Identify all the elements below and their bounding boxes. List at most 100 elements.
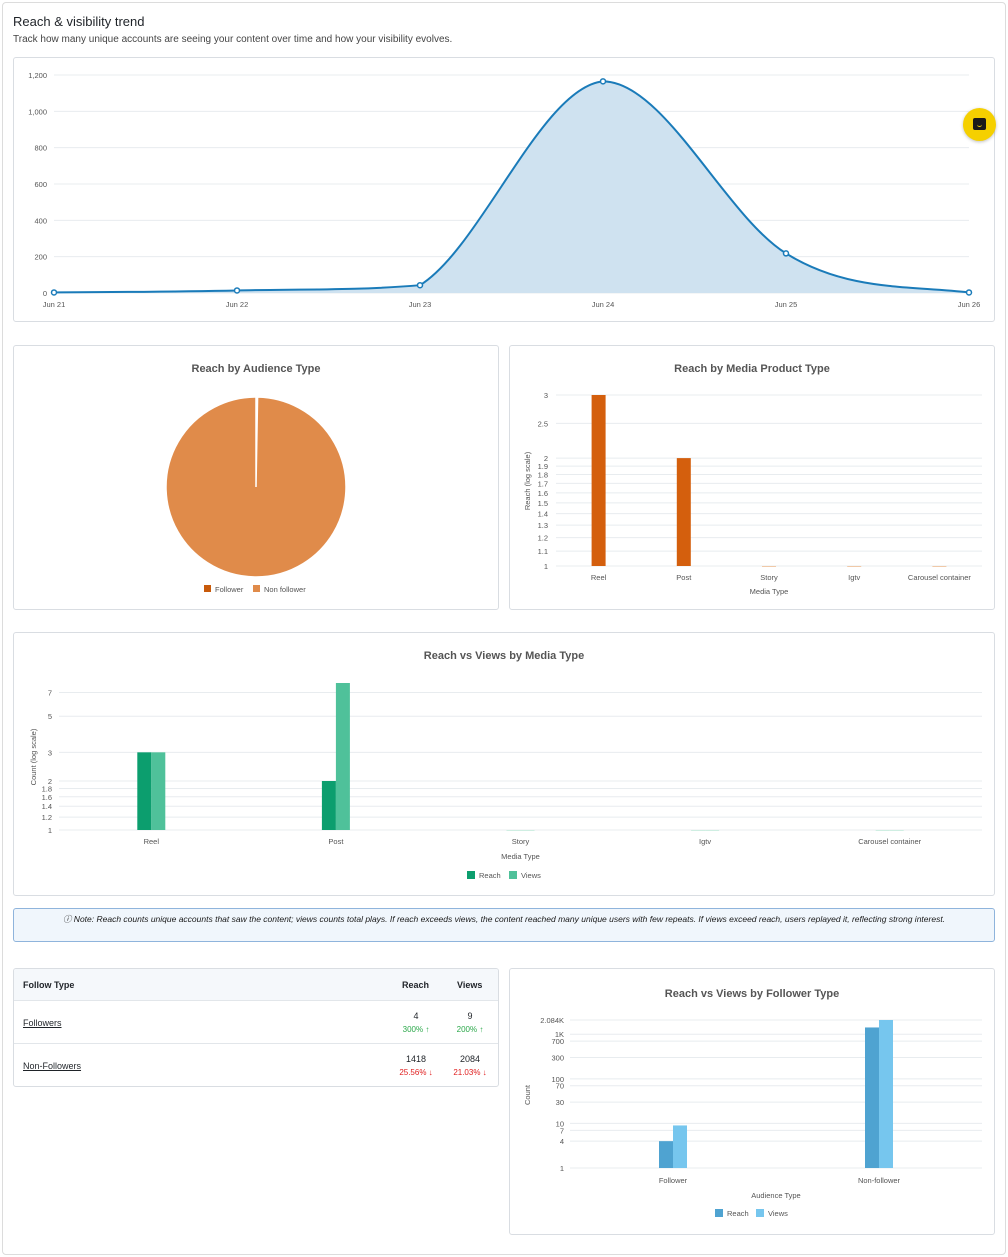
legend-label-reach: Reach bbox=[727, 1209, 749, 1218]
reach-views-chart[interactable]: Reach vs Views by Media Type75321.81.61.… bbox=[14, 633, 994, 895]
bar-non-follower-views bbox=[879, 1020, 893, 1168]
y-tick-label: 7 bbox=[48, 688, 52, 697]
y-tick-label: 1,200 bbox=[28, 71, 47, 80]
legend-label-non-follower: Non follower bbox=[264, 585, 306, 594]
trend-area-fill bbox=[54, 81, 969, 293]
data-point-jun-25 bbox=[782, 250, 790, 257]
page-title: Reach & visibility trend bbox=[13, 14, 145, 29]
bar-follower-reach bbox=[659, 1141, 673, 1168]
y-tick-label: 1.5 bbox=[538, 499, 548, 508]
non-followers-views-change: 21.03% ↓ bbox=[453, 1068, 487, 1077]
followers-reach-value: 4 bbox=[413, 1011, 419, 1021]
x-tick-label: Carousel container bbox=[858, 837, 921, 846]
trend-chart-card: 1,200 1,000 800 600 400 200 0 Jun 21 Jun 22 Jun 2… bbox=[13, 57, 995, 322]
y-tick-label: 1.2 bbox=[538, 534, 548, 543]
bar-reel-views bbox=[151, 752, 166, 830]
follower-type-chart[interactable]: Reach vs Views by Follower Type2.084K1K7… bbox=[510, 969, 994, 1234]
x-axis-label: Media Type bbox=[750, 587, 789, 596]
data-point-jun-22 bbox=[233, 287, 241, 294]
header-follow-type: Follow Type bbox=[23, 980, 75, 990]
trend-chart[interactable]: 1,200 1,000 800 600 400 200 0 Jun 21 Jun 22 Jun 2… bbox=[14, 58, 994, 321]
y-tick-label: 1 bbox=[544, 562, 548, 571]
row-label-followers[interactable]: Followers bbox=[23, 1018, 62, 1028]
legend-swatch-views bbox=[509, 871, 517, 879]
legend-label-follower: Follower bbox=[215, 585, 244, 594]
pie-slice-non-follower bbox=[165, 396, 347, 578]
x-tick-label: Non-follower bbox=[858, 1176, 901, 1185]
media-product-card: Reach by Media Product Type 3 2.5 2 1.9 1.8 1.… bbox=[509, 345, 995, 610]
bar-non-follower-reach bbox=[865, 1027, 879, 1168]
bar-carousel-container-reach bbox=[875, 830, 890, 831]
x-tick-label: Jun 24 bbox=[592, 300, 615, 309]
y-tick-label: 2 bbox=[544, 454, 548, 463]
y-tick-label: 1.1 bbox=[538, 547, 548, 556]
legend-swatch-follower bbox=[204, 585, 211, 592]
chart-title: Reach by Media Product Type bbox=[674, 363, 830, 375]
x-tick-label: Post bbox=[676, 573, 692, 582]
table-row: Non-Followers 1418 25.56% ↓ 2084 21.03% … bbox=[14, 1044, 498, 1086]
trend-line bbox=[53, 80, 970, 294]
y-tick-label: 7 bbox=[560, 1126, 564, 1135]
x-tick-label: Reel bbox=[591, 573, 607, 582]
x-tick-label: Jun 25 bbox=[775, 300, 798, 309]
bar-post-reach bbox=[321, 781, 336, 830]
bar-reel bbox=[591, 395, 606, 566]
follower-chart-card: Reach vs Views by Follower Type 2.084K 1K 7… bbox=[509, 968, 995, 1235]
y-tick-label: 2.5 bbox=[538, 419, 548, 428]
x-tick-label: Post bbox=[328, 837, 344, 846]
bar-story bbox=[762, 566, 776, 567]
y-tick-label: 200 bbox=[34, 253, 47, 262]
y-tick-label: 5 bbox=[48, 712, 52, 721]
y-tick-label: 1K bbox=[555, 1030, 564, 1039]
chart-title: Reach by Audience Type bbox=[192, 363, 321, 375]
y-tick-label: 0 bbox=[43, 289, 47, 298]
data-point-jun-21 bbox=[50, 289, 58, 296]
y-tick-label: 1.9 bbox=[538, 462, 548, 471]
legend-swatch-reach bbox=[715, 1209, 723, 1217]
x-tick-label: Story bbox=[760, 573, 778, 582]
bar-igtv-reach bbox=[691, 830, 706, 831]
legend-label-views: Views bbox=[768, 1209, 788, 1218]
y-tick-label: 4 bbox=[560, 1137, 564, 1146]
chat-widget-button[interactable] bbox=[963, 108, 996, 141]
info-note: ⓘ Note: Reach counts unique accounts tha… bbox=[13, 908, 995, 942]
y-tick-label: 1,000 bbox=[28, 107, 47, 116]
data-point-jun-24 bbox=[599, 78, 607, 85]
y-tick-label: 3 bbox=[544, 391, 548, 400]
bar-igtv bbox=[847, 566, 862, 567]
bar-story-reach bbox=[506, 830, 521, 831]
bar-story-views bbox=[520, 830, 535, 831]
data-point-jun-23 bbox=[416, 281, 424, 289]
followers-views-value: 9 bbox=[467, 1011, 473, 1021]
non-followers-reach-value: 1418 bbox=[405, 1054, 427, 1064]
y-tick-label: 700 bbox=[551, 1037, 564, 1046]
reach-views-card: Reach vs Views by Media Type 7 5 3 2 1.8 1.6 1.… bbox=[13, 632, 995, 896]
audience-pie-card: Reach by Audience Type Follower Non follow… bbox=[13, 345, 499, 610]
x-tick-label: Carousel container bbox=[908, 573, 971, 582]
data-point-jun-26 bbox=[965, 289, 973, 296]
audience-pie-chart[interactable]: Reach by Audience Type Follower Non follow… bbox=[14, 346, 498, 609]
x-tick-label: Jun 26 bbox=[958, 300, 981, 309]
x-axis-label: Media Type bbox=[501, 852, 540, 861]
bar-follower-views bbox=[673, 1125, 687, 1168]
y-axis-label: Reach (log scale) bbox=[523, 451, 532, 510]
y-tick-label: 70 bbox=[556, 1082, 564, 1091]
y-axis-label: Count bbox=[523, 1084, 532, 1105]
bar-reel-reach bbox=[137, 752, 152, 830]
y-tick-label: 1.4 bbox=[42, 802, 52, 811]
x-tick-label: Igtv bbox=[699, 837, 711, 846]
y-tick-label: 1.3 bbox=[538, 521, 548, 530]
y-tick-label: 10 bbox=[556, 1119, 564, 1128]
x-tick-label: Follower bbox=[659, 1176, 688, 1185]
bar-carousel-container-views bbox=[889, 830, 904, 831]
x-tick-label: Reel bbox=[144, 837, 160, 846]
y-tick-label: 30 bbox=[556, 1098, 564, 1107]
legend-label-reach: Reach bbox=[479, 871, 501, 880]
row-label-non-followers[interactable]: Non-Followers bbox=[23, 1061, 82, 1071]
table-row: Followers 4 300% ↑ 9 200% ↑ bbox=[14, 1001, 498, 1044]
x-tick-label: Jun 23 bbox=[409, 300, 432, 309]
y-tick-label: 1.6 bbox=[42, 793, 52, 802]
header-reach: Reach bbox=[402, 980, 430, 990]
media-product-chart[interactable]: Reach by Media Product Type32.521.91.81.… bbox=[510, 346, 994, 609]
y-tick-label: 300 bbox=[551, 1054, 564, 1063]
